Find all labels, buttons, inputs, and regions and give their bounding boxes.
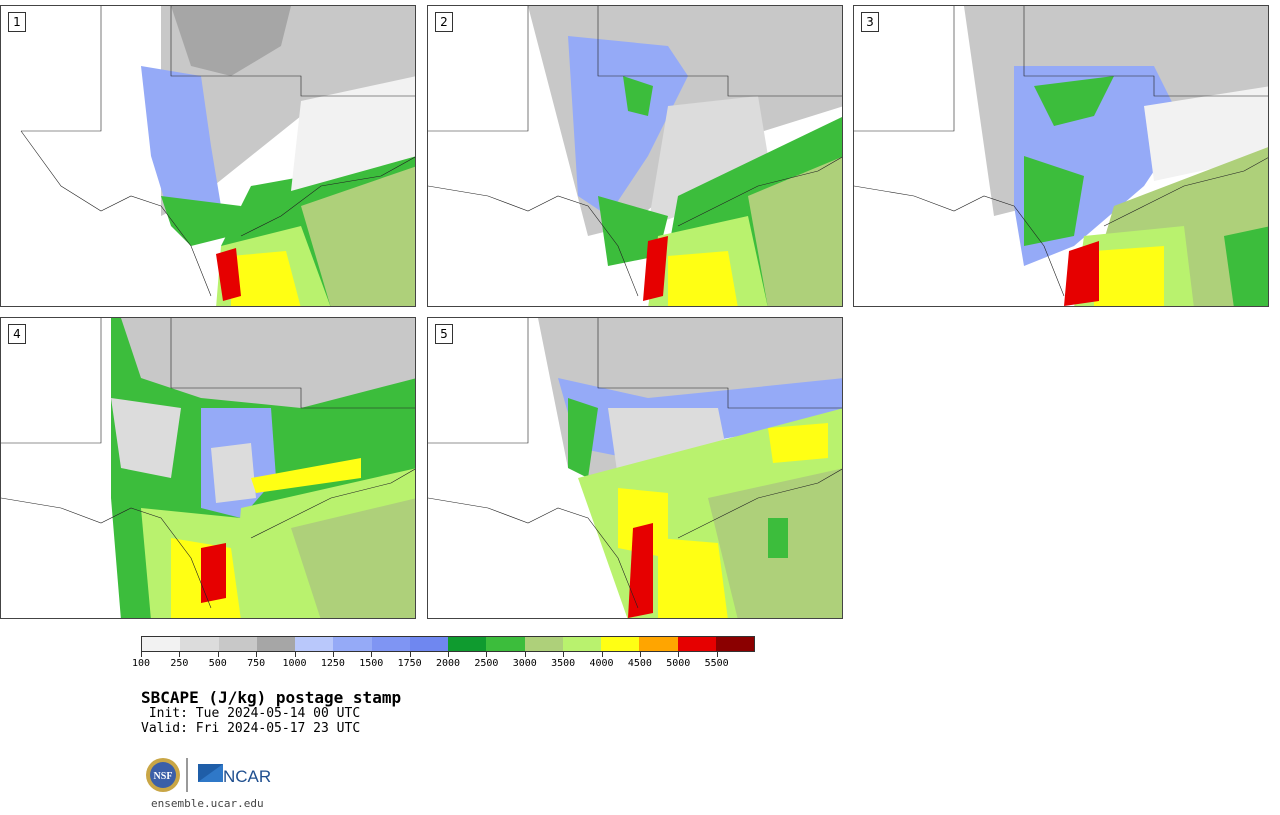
colorbar-tick — [371, 652, 373, 657]
colorbar-label: 4500 — [627, 658, 652, 669]
member-panel-1: 1 — [0, 5, 416, 307]
colorbar-tick — [409, 652, 411, 657]
colorbar-tick — [524, 652, 526, 657]
sbcape-colorbar — [141, 636, 755, 652]
sbcape-map-2 — [428, 6, 842, 306]
panel-number: 5 — [435, 324, 453, 344]
colorbar-swatch — [295, 637, 334, 651]
colorbar-swatch — [180, 637, 219, 651]
colorbar-swatch — [409, 637, 448, 651]
colorbar-swatch — [218, 637, 257, 651]
colorbar-swatch — [677, 637, 716, 651]
colorbar-swatch — [448, 637, 487, 651]
colorbar-label: 4000 — [589, 658, 614, 669]
colorbar-swatch — [601, 637, 640, 651]
ncar-logo: NCAR — [198, 764, 271, 786]
colorbar-label: 500 — [208, 658, 227, 669]
panel-number: 4 — [8, 324, 26, 344]
colorbar-tick — [256, 652, 258, 657]
sbcape-map-1 — [1, 6, 415, 306]
colorbar-swatch — [524, 637, 563, 651]
colorbar-tick — [678, 652, 680, 657]
colorbar-tick — [179, 652, 181, 657]
colorbar-tick — [448, 652, 449, 657]
colorbar-label: 1250 — [320, 658, 345, 669]
colorbar-tick — [716, 652, 718, 657]
panel-number: 2 — [435, 12, 453, 32]
panel-number: 3 — [861, 12, 879, 32]
colorbar-tick — [601, 652, 603, 657]
colorbar-label: 2000 — [435, 658, 461, 669]
member-panel-5: 5 — [427, 317, 843, 619]
sbcape-map-3 — [854, 6, 1268, 306]
colorbar-swatch — [371, 637, 410, 651]
member-panel-4: 4 — [0, 317, 416, 619]
colorbar-swatch — [715, 637, 754, 651]
colorbar-tick — [639, 652, 641, 657]
logos: NSF NCAR — [145, 756, 285, 794]
plot-title: SBCAPE (J/kg) postage stamp — [141, 688, 402, 707]
colorbar-label: 2500 — [474, 658, 499, 669]
colorbar-label: 100 — [131, 658, 151, 669]
valid-time: Valid: Fri 2024-05-17 23 UTC — [141, 721, 361, 736]
sbcape-map-5 — [428, 318, 842, 618]
colorbar-swatch — [142, 637, 181, 651]
colorbar-label: 1750 — [397, 658, 422, 669]
colorbar-tick — [563, 652, 565, 657]
colorbar-swatch — [639, 637, 678, 651]
colorbar-label: 5000 — [666, 658, 691, 669]
colorbar-swatch — [486, 637, 525, 651]
colorbar-tick — [141, 652, 142, 657]
colorbar-label: 5500 — [704, 658, 729, 669]
colorbar-label: 1000 — [282, 658, 307, 669]
colorbar-ticks — [141, 652, 755, 657]
colorbar-tick — [486, 652, 488, 657]
colorbar-label: 3000 — [512, 658, 537, 669]
colorbar-label: 1500 — [359, 658, 384, 669]
colorbar-label: 250 — [170, 658, 189, 669]
ncar-logo-text: NCAR — [223, 767, 271, 786]
colorbar-tick — [332, 652, 334, 657]
colorbar-label: 3500 — [551, 658, 576, 669]
colorbar-swatch — [256, 637, 295, 651]
sbcape-map-4 — [1, 318, 415, 618]
panel-number: 1 — [8, 12, 26, 32]
colorbar-label: 750 — [247, 658, 266, 669]
site-url: ensemble.ucar.edu — [151, 797, 264, 810]
member-panel-2: 2 — [427, 5, 843, 307]
colorbar-swatch — [333, 637, 372, 651]
colorbar-tick — [294, 652, 296, 657]
nsf-logo-text: NSF — [154, 771, 173, 782]
colorbar-labels: 100 250 500 750 1000 1250 1500 1750 2000 2500 3000… — [132, 658, 755, 672]
colorbar-swatch — [562, 637, 601, 651]
member-panel-3: 3 — [853, 5, 1269, 307]
init-time: Init: Tue 2024-05-14 00 UTC — [141, 706, 361, 721]
nsf-logo: NSF — [146, 758, 180, 792]
colorbar-tick — [217, 652, 219, 657]
